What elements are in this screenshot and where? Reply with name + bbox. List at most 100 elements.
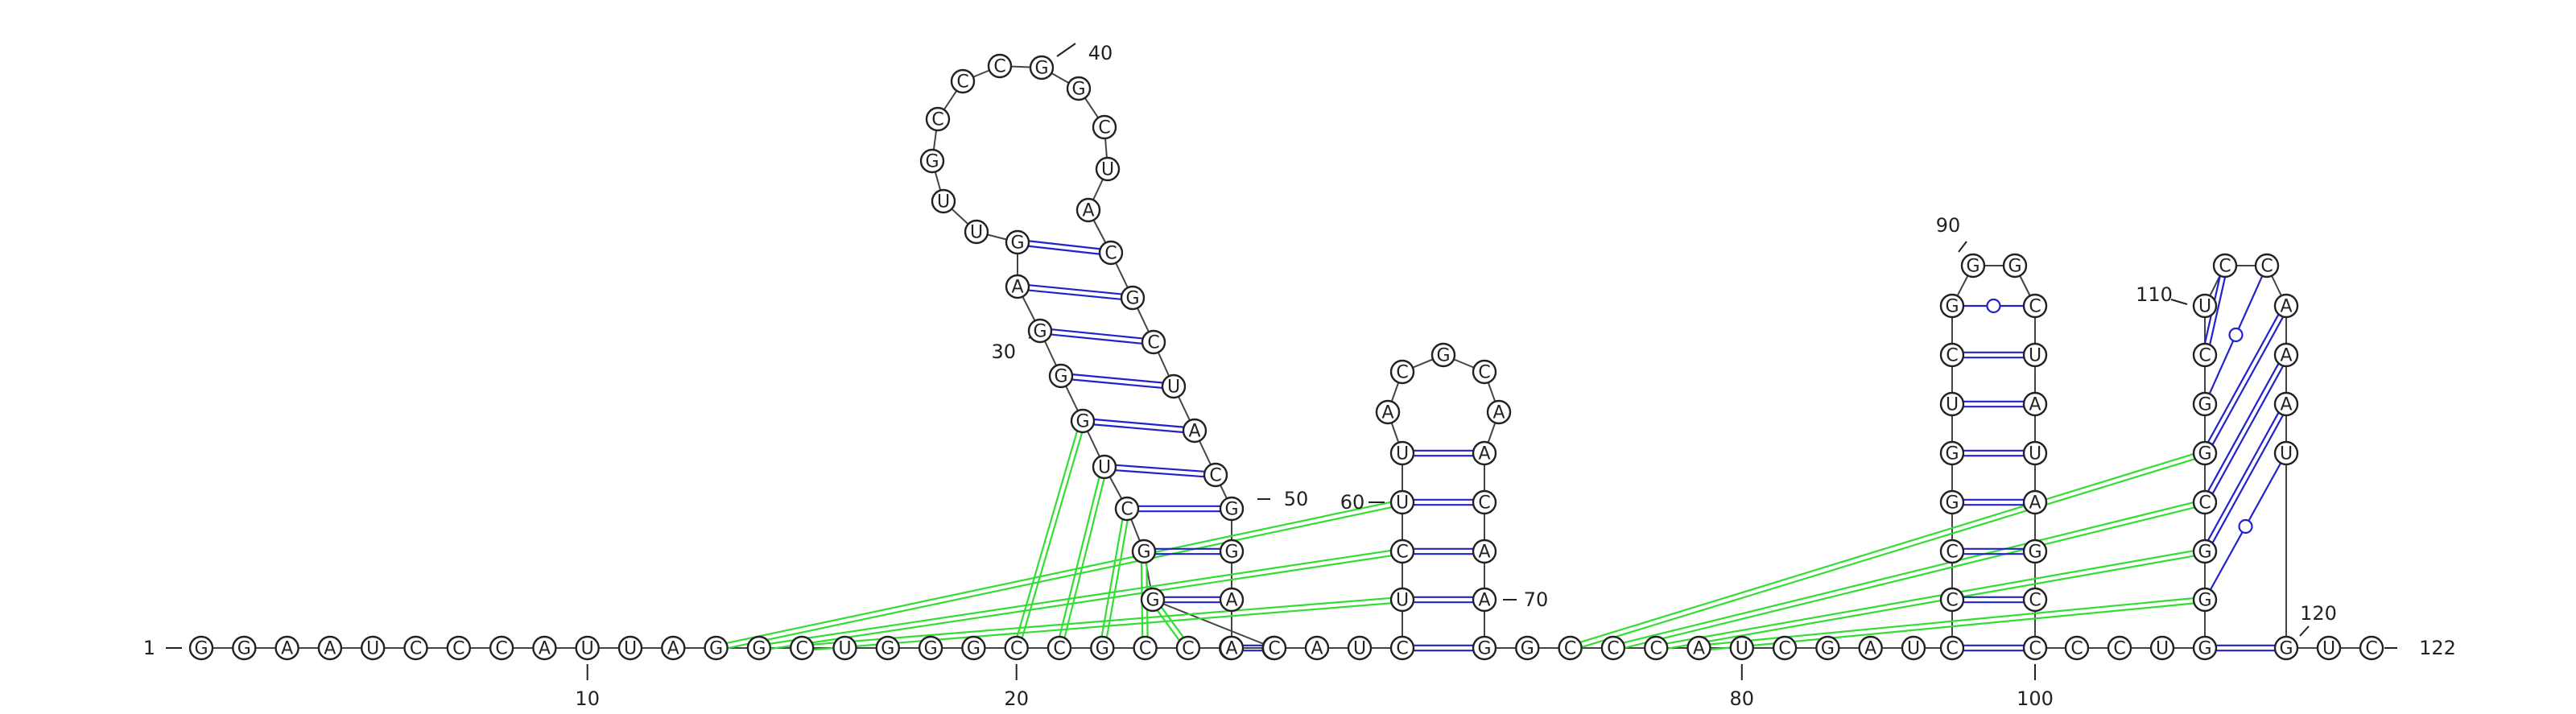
- svg-text:G: G: [2198, 591, 2211, 611]
- numbering-tick: [2299, 625, 2310, 637]
- pseudoknot-pair: [1100, 519, 1124, 637]
- svg-text:A: A: [1492, 403, 1505, 423]
- nucleotide: C: [1939, 342, 1965, 368]
- svg-text:U: U: [970, 223, 983, 243]
- nucleotide: C: [1389, 359, 1415, 385]
- pseudoknot-pair: [770, 549, 1391, 645]
- svg-text:G: G: [1224, 500, 1238, 520]
- nucleotide: G: [232, 635, 257, 661]
- pseudoknot-pair: [727, 506, 1393, 650]
- svg-text:U: U: [1396, 493, 1409, 514]
- svg-text:C: C: [495, 639, 507, 659]
- nucleotide: C: [2022, 293, 2048, 319]
- svg-text:G: G: [1125, 289, 1139, 309]
- pseudoknot-pair: [1581, 458, 2195, 649]
- nucleotide: C: [1098, 240, 1124, 266]
- svg-text:C: C: [1268, 639, 1280, 659]
- nucleotide: A: [661, 635, 686, 661]
- svg-text:C: C: [1946, 543, 1958, 563]
- canonical-pair: [2207, 363, 2280, 492]
- canonical-pair: [1051, 328, 1143, 340]
- nucleotide: A: [532, 635, 557, 661]
- svg-text:A: A: [1478, 444, 1490, 464]
- svg-text:U: U: [1946, 395, 1959, 415]
- numbering-tick: [1958, 241, 1967, 253]
- nucleotide: G: [1140, 587, 1166, 613]
- nucleotide: C: [2107, 635, 2132, 661]
- nucleotide: G: [961, 635, 986, 661]
- numbering-tick: [2170, 299, 2188, 305]
- svg-text:C: C: [2260, 257, 2273, 277]
- numbering-label-10: 10: [575, 687, 600, 710]
- nucleotide: U: [1347, 635, 1373, 661]
- nucleotide: G: [2192, 635, 2218, 661]
- nucleotide: G: [1815, 635, 1840, 661]
- canonical-pair: [1071, 378, 1162, 389]
- nucleotide: G: [1090, 635, 1115, 661]
- svg-text:C: C: [1010, 639, 1022, 659]
- svg-text:G: G: [752, 639, 766, 659]
- svg-text:G: G: [1945, 493, 1959, 514]
- nucleotide: U: [832, 635, 857, 661]
- svg-text:G: G: [925, 152, 939, 172]
- wobble-pair-marker: [1986, 298, 2001, 314]
- svg-text:A: A: [2280, 395, 2292, 415]
- nucleotide: A: [2022, 489, 2048, 515]
- nucleotide: G: [2192, 539, 2218, 564]
- svg-text:G: G: [967, 639, 980, 659]
- svg-text:C: C: [2113, 639, 2125, 659]
- svg-text:C: C: [1946, 591, 1958, 611]
- canonical-pair: [2211, 365, 2284, 494]
- svg-text:C: C: [2070, 639, 2083, 659]
- nucleotide: C: [1141, 329, 1166, 355]
- svg-text:G: G: [924, 639, 938, 659]
- nucleotide: C: [1389, 635, 1415, 661]
- pseudoknot-pair: [1063, 478, 1105, 638]
- numbering-label-122: 122: [2419, 637, 2456, 659]
- svg-text:C: C: [1396, 639, 1408, 659]
- svg-text:G: G: [2198, 395, 2211, 415]
- canonical-pair: [2211, 316, 2284, 445]
- nucleotide: G: [1131, 539, 1157, 564]
- nucleotide: G: [2192, 391, 2218, 417]
- nucleotide: G: [2022, 539, 2048, 564]
- nucleotide: G: [1515, 635, 1540, 661]
- svg-text:G: G: [1945, 297, 1959, 317]
- canonical-pair: [2211, 415, 2284, 543]
- svg-text:U: U: [937, 192, 950, 213]
- svg-text:C: C: [1098, 118, 1110, 138]
- nucleotide: C: [1004, 635, 1029, 661]
- numbering-label-30: 30: [991, 340, 1016, 363]
- nucleotide: U: [1095, 156, 1121, 182]
- nucleotide: U: [617, 635, 643, 661]
- pseudoknot-pair: [770, 555, 1392, 650]
- nucleotide: A: [1219, 635, 1245, 661]
- svg-text:C: C: [1121, 500, 1133, 520]
- nucleotide: G: [2192, 587, 2218, 613]
- svg-text:G: G: [2198, 444, 2211, 464]
- numbering-label-1: 1: [143, 637, 155, 659]
- svg-text:C: C: [2029, 297, 2041, 317]
- nucleotide: U: [2316, 635, 2342, 661]
- nucleotide: G: [1219, 539, 1245, 564]
- nucleotide: C: [1046, 635, 1072, 661]
- svg-text:G: G: [1945, 444, 1959, 464]
- nucleotide: A: [2273, 391, 2299, 417]
- canonical-pair: [1029, 240, 1100, 250]
- nucleotide: G: [1066, 76, 1092, 101]
- nucleotide: G: [1120, 285, 1146, 311]
- nucleotide: C: [1092, 114, 1117, 140]
- nucleotide: U: [361, 635, 386, 661]
- nucleotide: A: [2022, 391, 2048, 417]
- canonical-pair: [2207, 412, 2280, 541]
- pseudoknot-pair: [1021, 432, 1084, 638]
- svg-text:A: A: [1864, 639, 1876, 659]
- svg-text:A: A: [1225, 639, 1237, 659]
- canonical-pair: [1093, 423, 1183, 434]
- nucleotide: C: [1600, 635, 1626, 661]
- nucleotide: A: [1304, 635, 1330, 661]
- svg-text:A: A: [667, 639, 679, 659]
- numbering-label-90: 90: [1936, 214, 1961, 237]
- nucleotide: G: [1005, 229, 1030, 255]
